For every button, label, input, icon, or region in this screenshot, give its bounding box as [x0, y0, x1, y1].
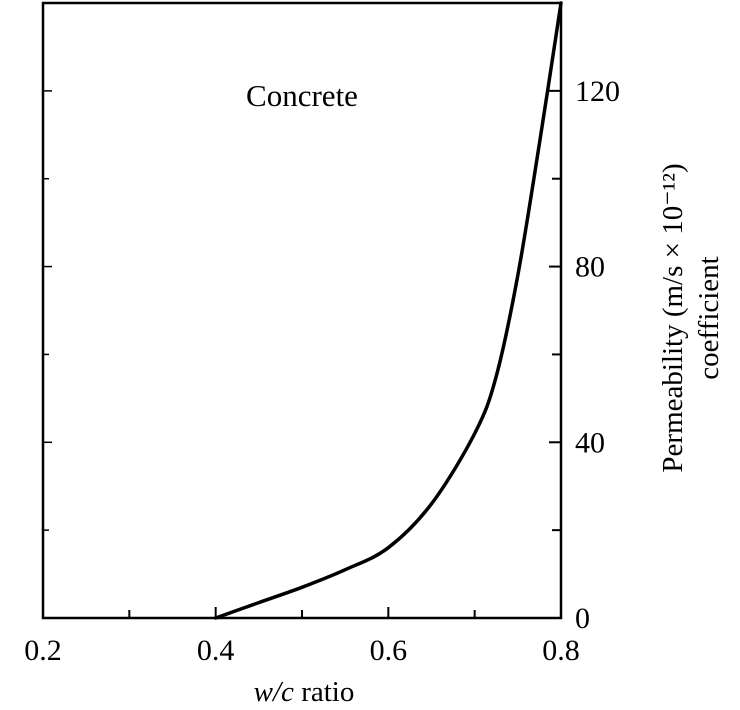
y-tick-label: 40: [575, 426, 605, 459]
y-axis-label-line2: coefficient: [693, 256, 725, 379]
y-axis-label-group: Permeability (m/s × 10⁻¹²) coefficient: [657, 163, 725, 472]
x-axis-label: w/c ratio: [254, 676, 355, 708]
x-tick-label: 0.6: [370, 634, 408, 667]
y-tick-label: 120: [575, 75, 620, 108]
axes-layer: 0.2 0.4 0.6 0.80 40 80 120: [24, 1, 620, 667]
x-axis-label-rest: ratio: [294, 676, 354, 708]
x-tick-label: 0.8: [542, 634, 580, 667]
series-layer: [213, 1, 563, 620]
y-tick-label: 0: [575, 602, 590, 635]
series-line: [213, 1, 563, 620]
y-axis-label-line1: Permeability (m/s × 10⁻¹²): [657, 163, 689, 472]
chart-annotation: Concrete: [246, 78, 358, 113]
x-tick-label: 0.2: [24, 634, 62, 667]
y-tick-label: 80: [575, 251, 605, 284]
x-axis-label-italic: w/c: [254, 676, 294, 708]
x-tick-label: 0.4: [197, 634, 235, 667]
